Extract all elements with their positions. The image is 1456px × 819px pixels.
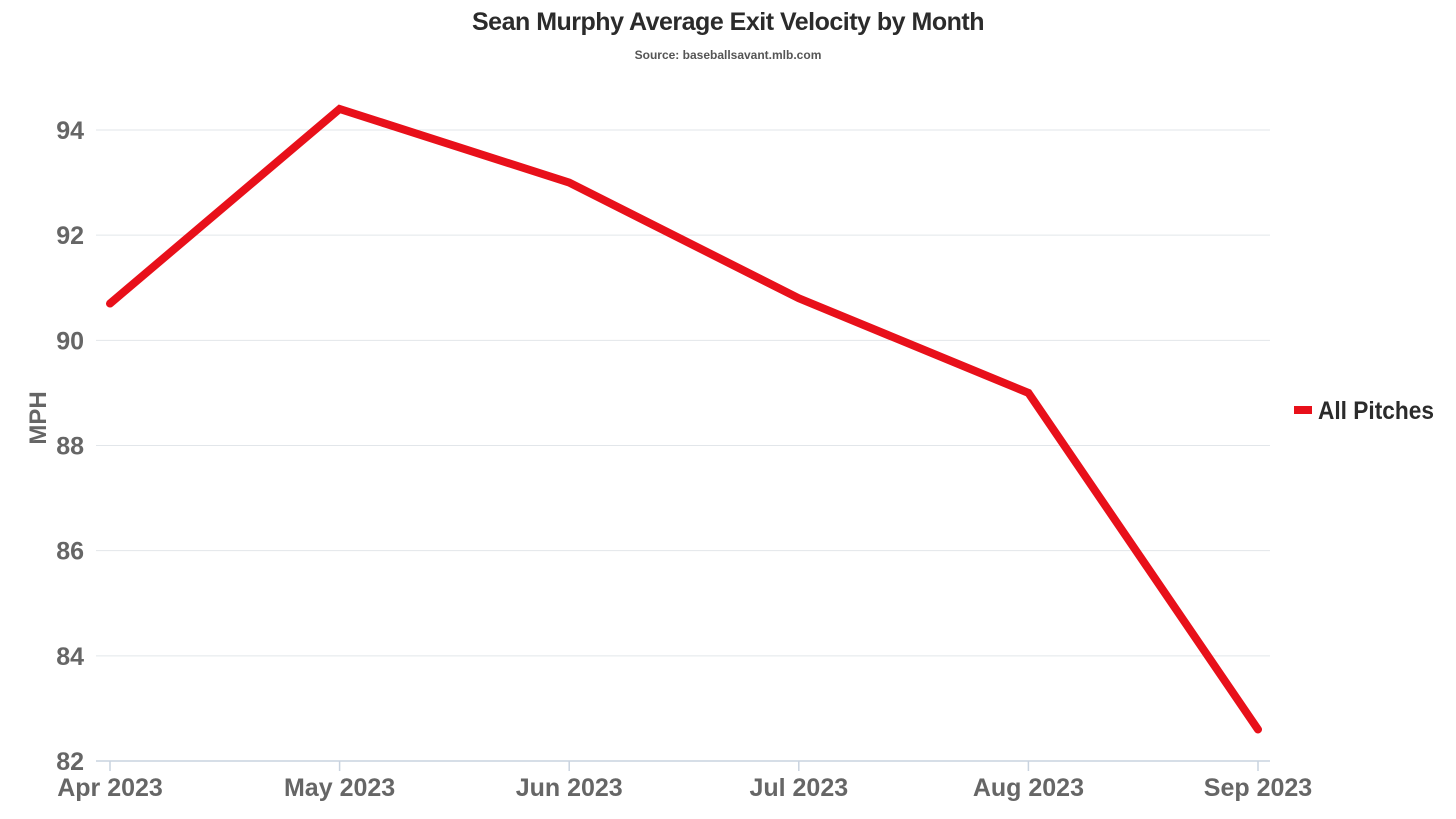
data-point [795, 295, 802, 302]
data-point [107, 300, 113, 307]
chart-title: Sean Murphy Average Exit Velocity by Mon… [472, 8, 985, 36]
x-axis-ticks: Apr 2023 May 2023 Jun 2023 Jul 2023 Aug 2023… [57, 761, 1312, 802]
y-tick-label: 88 [56, 433, 84, 461]
x-tick-label: Apr 2023 [57, 774, 163, 802]
x-tick-label: May 2023 [284, 774, 395, 802]
legend-swatch [1294, 406, 1312, 414]
y-tick-label: 92 [56, 222, 84, 250]
legend[interactable]: All Pitches [1294, 397, 1434, 425]
series-line-0 [106, 104, 1262, 734]
chart-subtitle: Source: baseballsavant.mlb.com [634, 48, 822, 62]
data-point [566, 179, 573, 186]
x-tick-label: Jun 2023 [516, 774, 623, 802]
x-tick-label: Sep 2023 [1204, 774, 1312, 802]
legend-label[interactable]: All Pitches [1318, 397, 1434, 425]
y-tick-label: 82 [56, 748, 84, 776]
data-point [1255, 726, 1261, 733]
y-axis-ticks: 82 84 86 88 90 92 94 [56, 117, 84, 776]
x-tick-label: Jul 2023 [749, 774, 848, 802]
y-tick-label: 90 [56, 327, 84, 355]
data-point [1025, 389, 1032, 396]
y-tick-label: 94 [56, 117, 84, 145]
y-axis-label: MPH [25, 391, 52, 444]
series-lines [106, 104, 1262, 734]
data-point [336, 105, 343, 112]
y-tick-label: 84 [56, 643, 84, 671]
y-tick-label: 86 [56, 538, 84, 566]
gridlines [96, 129, 1270, 657]
x-tick-label: Aug 2023 [973, 774, 1084, 802]
